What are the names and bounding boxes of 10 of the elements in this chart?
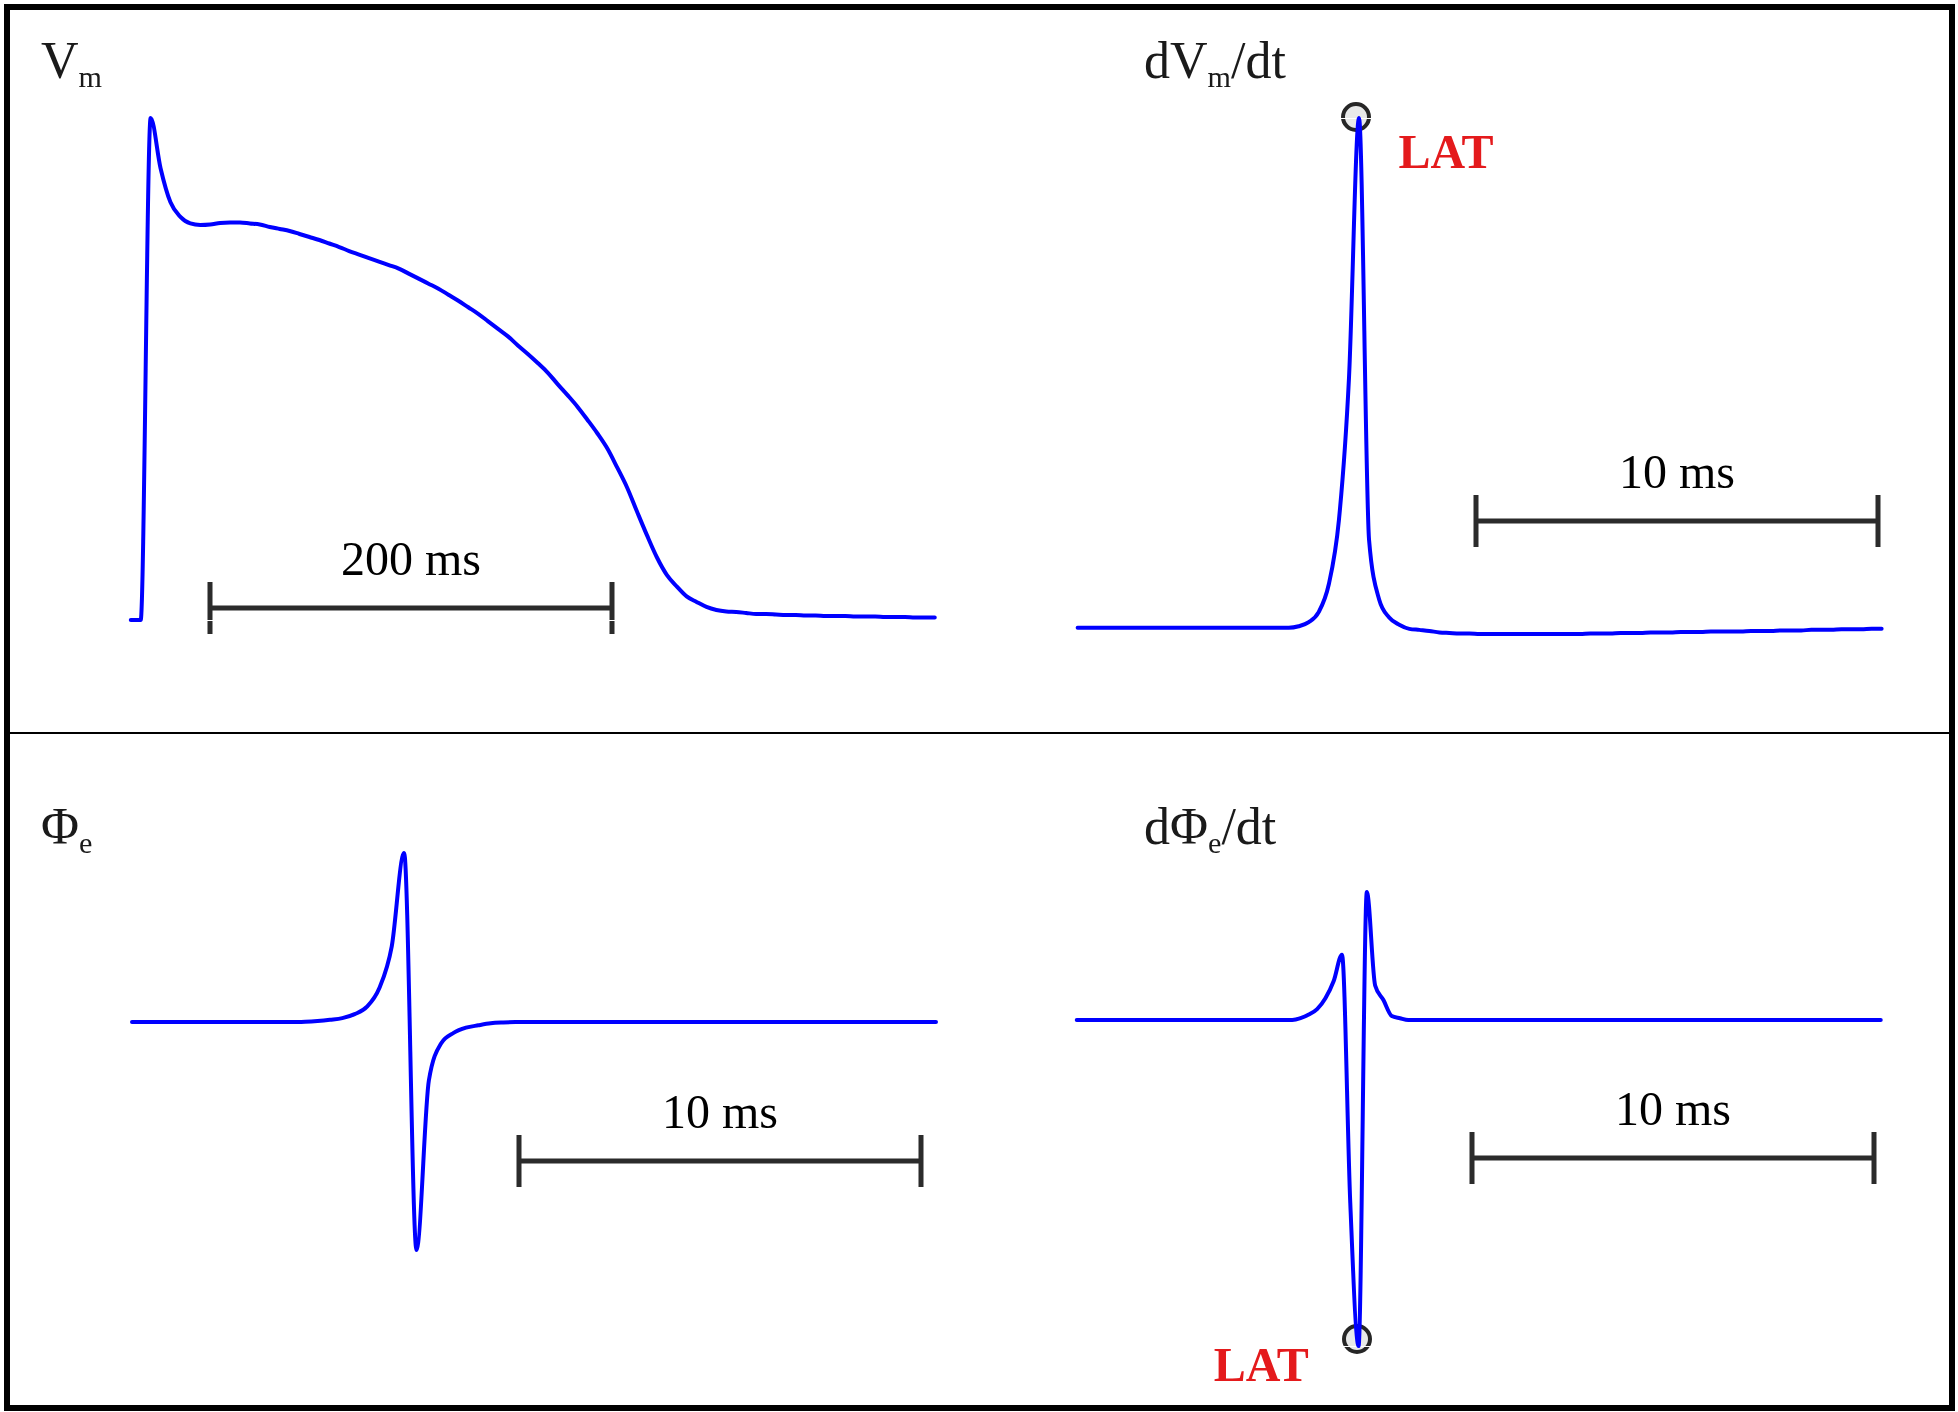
- chart-title: V$_{m}$: [41, 31, 103, 94]
- annotation: LAT: [1213, 1338, 1309, 1391]
- annotation: 10 ms: [1614, 1082, 1732, 1135]
- chart-title: dV$_{m}$/dt: [1144, 31, 1286, 94]
- chart-title: dΦ$_{e}$/dt: [1144, 797, 1277, 860]
- annotation: LAT: [1398, 125, 1494, 178]
- annotation: 10 ms: [661, 1085, 779, 1138]
- annotation: 200 ms: [340, 532, 482, 585]
- annotation: 10 ms: [1618, 445, 1736, 498]
- chart-title: Φ$_{e}$: [41, 797, 93, 860]
